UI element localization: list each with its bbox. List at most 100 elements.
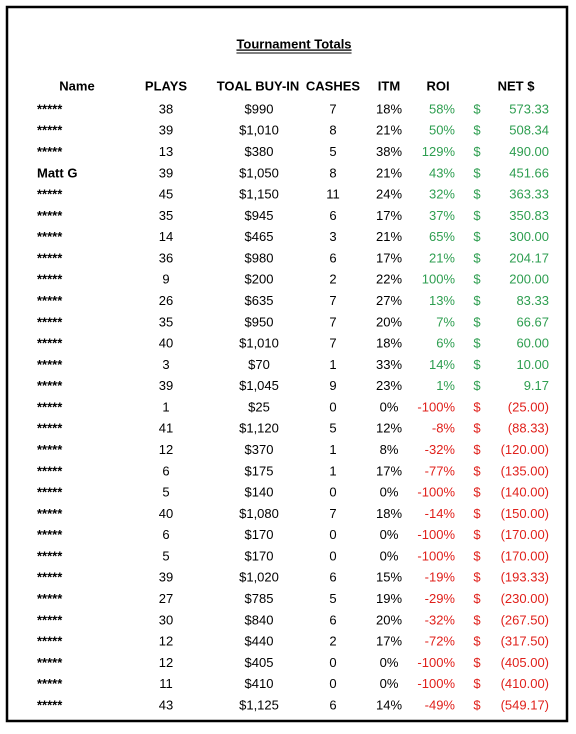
roi: -19% xyxy=(425,570,456,585)
net: 490.00 xyxy=(509,144,549,159)
net: 10.00 xyxy=(516,357,549,372)
itm: 15% xyxy=(376,570,402,585)
currency-sign: $ xyxy=(473,570,481,585)
itm: 21% xyxy=(376,123,402,138)
net: (150.00) xyxy=(501,506,549,521)
player-name: ***** xyxy=(37,336,63,351)
roi: -14% xyxy=(425,506,456,521)
cashes: 0 xyxy=(329,485,336,500)
cashes: 0 xyxy=(329,548,336,563)
player-name: ***** xyxy=(37,570,63,585)
itm: 0% xyxy=(380,676,399,691)
cashes: 8 xyxy=(329,165,336,180)
player-name: ***** xyxy=(37,421,63,436)
player-name: ***** xyxy=(37,697,63,712)
plays: 12 xyxy=(159,655,173,670)
player-name: ***** xyxy=(37,548,63,563)
plays: 12 xyxy=(159,634,173,649)
plays: 36 xyxy=(159,250,173,265)
itm: 0% xyxy=(380,485,399,500)
column-header: TOAL BUY-IN xyxy=(217,78,300,93)
column-header: ROI xyxy=(426,78,449,93)
roi: 14% xyxy=(429,357,455,372)
currency-sign: $ xyxy=(473,591,481,606)
cashes: 0 xyxy=(329,527,336,542)
currency-sign: $ xyxy=(473,314,481,329)
net: 204.17 xyxy=(509,250,549,265)
player-name: ***** xyxy=(37,123,63,138)
cashes: 11 xyxy=(326,187,340,202)
net: (410.00) xyxy=(501,676,549,691)
roi: -100% xyxy=(417,399,455,414)
net: (135.00) xyxy=(501,463,549,478)
cashes: 6 xyxy=(329,697,336,712)
plays: 9 xyxy=(162,272,169,287)
buy-in: $840 xyxy=(245,612,274,627)
itm: 0% xyxy=(380,399,399,414)
roi: -77% xyxy=(425,463,456,478)
plays: 40 xyxy=(159,336,173,351)
itm: 14% xyxy=(376,697,402,712)
buy-in: $1,010 xyxy=(239,123,279,138)
cashes: 9 xyxy=(329,378,336,393)
net: (120.00) xyxy=(501,442,549,457)
itm: 20% xyxy=(376,612,402,627)
buy-in: $945 xyxy=(245,208,274,223)
itm: 33% xyxy=(376,357,402,372)
roi: -32% xyxy=(425,442,456,457)
net: (25.00) xyxy=(508,399,549,414)
plays: 39 xyxy=(159,570,173,585)
itm: 18% xyxy=(376,101,402,116)
plays: 27 xyxy=(159,591,173,606)
cashes: 0 xyxy=(329,655,336,670)
plays: 30 xyxy=(159,612,173,627)
player-name: Matt G xyxy=(37,165,77,180)
net: (230.00) xyxy=(501,591,549,606)
roi: 7% xyxy=(436,314,455,329)
itm: 22% xyxy=(376,272,402,287)
roi: -29% xyxy=(425,591,456,606)
itm: 24% xyxy=(376,187,402,202)
cashes: 1 xyxy=(329,357,336,372)
roi: 100% xyxy=(422,272,456,287)
roi: -100% xyxy=(417,527,455,542)
roi: -8% xyxy=(432,421,456,436)
itm: 0% xyxy=(380,548,399,563)
column-header: CASHES xyxy=(306,78,361,93)
currency-sign: $ xyxy=(473,123,481,138)
title: Tournament Totals xyxy=(236,36,351,51)
itm: 38% xyxy=(376,144,402,159)
roi: 21% xyxy=(429,250,455,265)
roi: -100% xyxy=(417,676,455,691)
currency-sign: $ xyxy=(473,250,481,265)
roi: -32% xyxy=(425,612,456,627)
player-name: ***** xyxy=(37,463,63,478)
buy-in: $950 xyxy=(245,314,274,329)
currency-sign: $ xyxy=(473,442,481,457)
plays: 1 xyxy=(162,399,169,414)
net: (405.00) xyxy=(501,655,549,670)
cashes: 6 xyxy=(329,612,336,627)
buy-in: $170 xyxy=(245,527,274,542)
currency-sign: $ xyxy=(473,378,481,393)
net: 573.33 xyxy=(509,101,549,116)
plays: 35 xyxy=(159,208,173,223)
plays: 3 xyxy=(162,357,169,372)
net: (170.00) xyxy=(501,527,549,542)
plays: 45 xyxy=(159,187,173,202)
itm: 18% xyxy=(376,506,402,521)
buy-in: $175 xyxy=(245,463,274,478)
player-name: ***** xyxy=(37,676,63,691)
player-name: ***** xyxy=(37,527,63,542)
buy-in: $140 xyxy=(245,485,274,500)
itm: 21% xyxy=(376,229,402,244)
cashes: 8 xyxy=(329,123,336,138)
roi: 43% xyxy=(429,165,455,180)
roi: 37% xyxy=(429,208,455,223)
roi: -100% xyxy=(417,655,455,670)
net: (88.33) xyxy=(508,421,549,436)
itm: 18% xyxy=(376,336,402,351)
buy-in: $370 xyxy=(245,442,274,457)
buy-in: $25 xyxy=(248,399,270,414)
cashes: 1 xyxy=(329,442,336,457)
